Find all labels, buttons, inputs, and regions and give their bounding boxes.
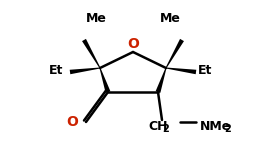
Text: O: O xyxy=(127,37,139,51)
Text: Me: Me xyxy=(86,11,107,24)
Text: CH: CH xyxy=(148,119,167,133)
Text: Me: Me xyxy=(160,11,180,24)
Polygon shape xyxy=(156,68,166,93)
Text: O: O xyxy=(66,115,78,129)
Polygon shape xyxy=(70,68,100,74)
Text: Et: Et xyxy=(49,63,63,76)
Text: Et: Et xyxy=(198,63,212,76)
Polygon shape xyxy=(166,68,196,74)
Polygon shape xyxy=(82,39,100,68)
Text: NMe: NMe xyxy=(200,119,231,133)
Text: 2: 2 xyxy=(224,124,231,134)
Polygon shape xyxy=(100,68,110,93)
Polygon shape xyxy=(166,39,184,68)
Text: 2: 2 xyxy=(162,124,169,134)
